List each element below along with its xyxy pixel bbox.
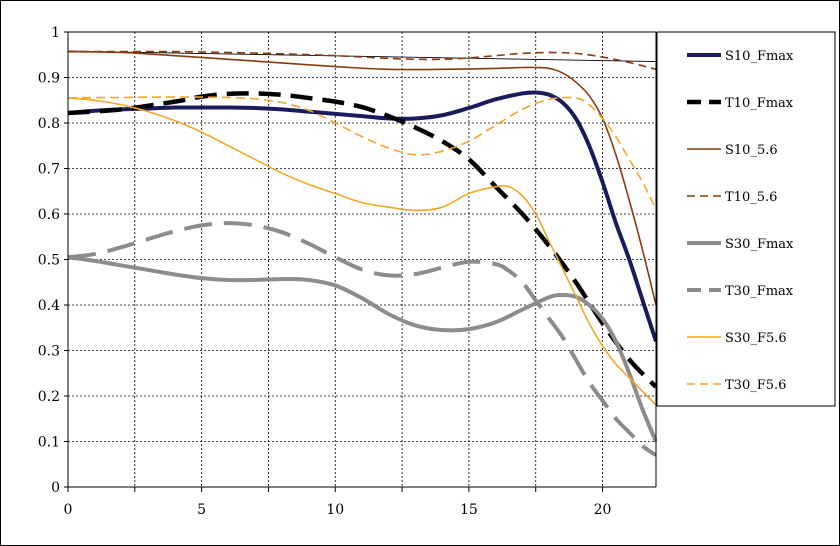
y-tick-label: 0.9 bbox=[38, 71, 60, 87]
legend-box bbox=[656, 31, 836, 407]
y-tick-label: 0.3 bbox=[38, 344, 60, 360]
legend-label: T30_F5.6 bbox=[725, 378, 786, 393]
series-line-s30-f5-6 bbox=[68, 97, 657, 406]
y-tick-label: 0.2 bbox=[38, 389, 60, 405]
y-tick-label: 0.4 bbox=[38, 298, 60, 314]
legend-label: T30_Fmax bbox=[725, 284, 794, 299]
series-line-t10-fmax bbox=[68, 91, 657, 389]
series-line-s10-fmax bbox=[68, 90, 657, 343]
y-tick-label: 0.5 bbox=[38, 253, 60, 269]
y-tick-label: 0 bbox=[51, 480, 60, 496]
series-line-t30-fmax bbox=[68, 221, 657, 457]
y-tick-label: 0.7 bbox=[38, 162, 60, 178]
x-tick-label: 15 bbox=[460, 502, 478, 518]
y-tick-label: 1 bbox=[51, 25, 60, 41]
series-line-reference bbox=[68, 50, 657, 63]
x-tick-label: 10 bbox=[326, 502, 344, 518]
legend-label: S30_F5.6 bbox=[725, 331, 787, 346]
legend-label: S30_Fmax bbox=[725, 237, 794, 252]
series-line-t10-5-6 bbox=[68, 50, 657, 71]
y-tick-label: 0.1 bbox=[38, 435, 60, 451]
series-line-s10-5-6 bbox=[68, 50, 657, 306]
y-tick-label: 0.6 bbox=[38, 207, 60, 223]
series-line-t30-f5-6 bbox=[68, 96, 657, 210]
x-tick-label: 0 bbox=[64, 502, 73, 518]
x-tick-label: 20 bbox=[594, 502, 612, 518]
x-tick-label: 5 bbox=[197, 502, 206, 518]
legend-label: S10_5.6 bbox=[725, 143, 778, 158]
legend-label: T10_Fmax bbox=[725, 96, 794, 111]
legend-label: T10_5.6 bbox=[725, 190, 777, 205]
legend-label: S10_Fmax bbox=[725, 49, 794, 64]
series-group bbox=[68, 50, 657, 457]
series-line-s30-fmax bbox=[68, 255, 657, 443]
y-tick-label: 0.8 bbox=[38, 116, 60, 132]
